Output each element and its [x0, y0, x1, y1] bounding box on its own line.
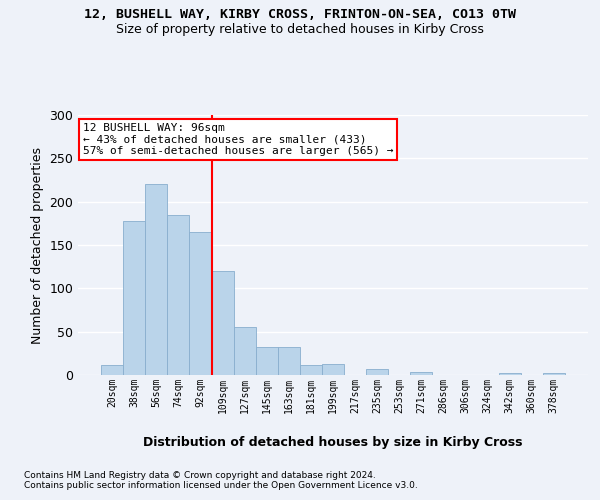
Text: Contains public sector information licensed under the Open Government Licence v3: Contains public sector information licen… — [24, 482, 418, 490]
Bar — [366, 369, 388, 375]
Bar — [322, 364, 344, 375]
Y-axis label: Number of detached properties: Number of detached properties — [31, 146, 44, 344]
Bar — [410, 372, 433, 375]
Bar — [101, 366, 123, 375]
Text: Distribution of detached houses by size in Kirby Cross: Distribution of detached houses by size … — [143, 436, 523, 449]
Text: Size of property relative to detached houses in Kirby Cross: Size of property relative to detached ho… — [116, 22, 484, 36]
Bar — [212, 271, 233, 375]
Text: 12, BUSHELL WAY, KIRBY CROSS, FRINTON-ON-SEA, CO13 0TW: 12, BUSHELL WAY, KIRBY CROSS, FRINTON-ON… — [84, 8, 516, 20]
Text: Contains HM Land Registry data © Crown copyright and database right 2024.: Contains HM Land Registry data © Crown c… — [24, 472, 376, 480]
Bar — [167, 214, 190, 375]
Bar — [233, 328, 256, 375]
Bar — [123, 220, 145, 375]
Bar — [300, 366, 322, 375]
Bar — [499, 374, 521, 375]
Bar — [256, 348, 278, 375]
Bar — [543, 374, 565, 375]
Bar — [190, 232, 212, 375]
Bar — [145, 184, 167, 375]
Bar — [278, 348, 300, 375]
Text: 12 BUSHELL WAY: 96sqm
← 43% of detached houses are smaller (433)
57% of semi-det: 12 BUSHELL WAY: 96sqm ← 43% of detached … — [83, 123, 394, 156]
